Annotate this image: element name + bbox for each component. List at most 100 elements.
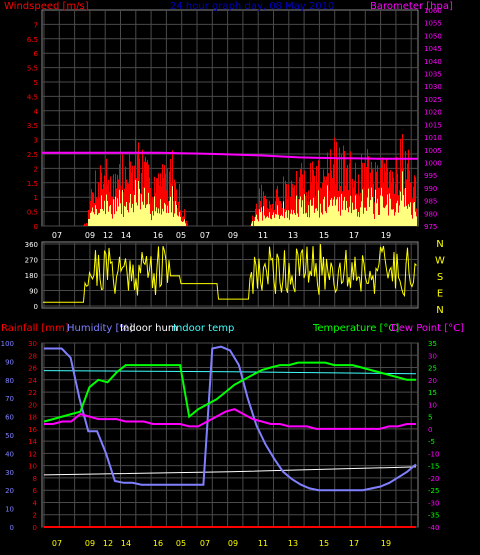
wind-axis-label: Windspeed [m/s] (4, 1, 89, 12)
compass-letter: S (437, 272, 443, 283)
wind-x-tick: 11 (258, 231, 268, 240)
barometer-y-tick: 1010 (424, 134, 442, 142)
humidity-y-tick: 10 (5, 506, 14, 514)
indoor-y-tick: 8 (33, 475, 37, 483)
temperature-y-tick: -10 (428, 450, 439, 458)
temperature-series (43, 361, 416, 423)
wind-y-tick: 4 (34, 108, 39, 116)
indoor-temp-series (43, 370, 417, 375)
barometer-line (42, 151, 418, 160)
barometer-y-tick: 985 (424, 198, 437, 206)
wind-x-tick: 12 (103, 231, 113, 240)
wind-x-tick: 07 (200, 231, 210, 240)
wind-y-tick: 2 (34, 165, 38, 173)
barometer-y-tick: 1045 (424, 45, 442, 53)
dew-point-series (44, 408, 416, 430)
temp-x-tick: 07 (200, 539, 210, 548)
wind-x-tick: 09 (228, 231, 238, 240)
direction-line (43, 244, 417, 303)
barometer-y-tick: 1025 (424, 96, 442, 104)
rainfall-label: Rainfall [mm] (1, 323, 69, 334)
indoor-y-tick: 24 (28, 377, 37, 385)
direction-y-ticks: 360 270 180 90 0 (25, 241, 38, 311)
chart-title: 24 hour graph day, 08 May 2010 (170, 1, 334, 12)
indoor-y-tick: 26 (28, 365, 37, 373)
humidity-y-tick: 20 (5, 487, 14, 495)
barometer-axis-label: Barometer [hpa] (370, 1, 453, 12)
indoor-y-tick: 2 (33, 512, 37, 520)
humidity-y-tick: 50 (5, 432, 14, 440)
temperature-y-tick: 15 (428, 389, 437, 397)
temperature-y-tick: 10 (428, 401, 437, 409)
temperature-y-tick: 30 (428, 352, 437, 360)
barometer-y-tick: 1035 (424, 71, 442, 79)
wind-panel: 76.565.554.543.532.521.510.50 1060105510… (4, 1, 453, 240)
indoor-y-tick: 4 (33, 499, 38, 507)
indoor-y-tick: 10 (28, 463, 37, 471)
wind-x-tick: 13 (288, 231, 298, 240)
temp-x-tick: 09 (85, 539, 95, 548)
indoor-y-tick: 6 (33, 487, 38, 495)
indoor-y-tick: 12 (28, 450, 37, 458)
barometer-y-ticks: 1060 1055 1050 1045 1040 1035 1030 1025 1020 1015… (424, 7, 442, 231)
wind-y-tick: 6 (34, 50, 39, 58)
temperature-y-tick: -25 (428, 487, 439, 495)
wind-y-tick: 1 (34, 194, 38, 202)
temperature-y-tick: 20 (428, 377, 437, 385)
barometer-y-tick: 995 (424, 172, 437, 180)
wind-y-tick: 3.5 (27, 122, 38, 130)
dew-point-label: Dew Point [°C] (391, 323, 464, 334)
wind-x-ticks: 07 09 12 14 16 05 07 09 11 13 15 17 19 (52, 231, 391, 240)
wind-y-tick: 5 (34, 79, 38, 87)
wind-x-tick: 07 (52, 231, 62, 240)
humidity-y-tick: 30 (5, 469, 14, 477)
barometer-y-tick: 1060 (424, 7, 442, 15)
direction-y-tick: 360 (25, 241, 38, 249)
humidity-y-tick: 0 (10, 524, 14, 532)
barometer-y-tick: 1000 (424, 159, 442, 167)
temp-x-tick: 16 (153, 539, 163, 548)
wind-x-tick: 17 (349, 231, 359, 240)
indoor-y-tick: 30 (28, 340, 37, 348)
barometer-y-tick: 1030 (424, 83, 442, 91)
compass-letter: E (437, 289, 443, 300)
temperature-y-tick: -15 (428, 463, 439, 471)
wind-y-tick: 3 (34, 137, 38, 145)
compass-letter: N (436, 239, 443, 250)
wind-x-tick: 16 (153, 231, 163, 240)
temp-x-tick: 13 (288, 539, 298, 548)
humidity-y-tick: 60 (5, 414, 14, 422)
temperature-y-tick: -40 (428, 524, 439, 532)
temp-x-tick: 15 (319, 539, 329, 548)
indoor-y-tick: 22 (28, 389, 37, 397)
wind-bars (83, 134, 417, 226)
temp-x-tick: 11 (258, 539, 268, 548)
temperature-y-tick: 5 (428, 414, 432, 422)
temperature-y-ticks: 35 30 25 20 15 10 5 0 -5 -10 -15 -20 -25 -30 -35 -40 (428, 340, 439, 532)
wind-y-tick: 0 (34, 223, 38, 231)
barometer-y-tick: 975 (424, 223, 437, 231)
wind-x-tick: 15 (319, 231, 329, 240)
indoor-hum-label: Indoor hum (120, 323, 178, 334)
temp-x-tick: 14 (121, 539, 131, 548)
temp-x-ticks: 07 09 12 14 16 05 07 09 11 13 15 17 19 (52, 539, 391, 548)
direction-y-tick: 180 (25, 272, 38, 280)
direction-y-tick: 0 (34, 303, 38, 311)
wind-x-tick: 14 (121, 231, 131, 240)
wind-y-tick: 6.5 (27, 36, 38, 44)
barometer-y-tick: 1050 (424, 32, 442, 40)
indoor-y-tick: 0 (33, 524, 37, 532)
barometer-y-tick: 1055 (424, 20, 442, 28)
wind-y-tick: 7 (34, 21, 38, 29)
barometer-series (42, 151, 418, 160)
wind-x-tick: 05 (176, 231, 186, 240)
wind-y-tick: 1.5 (27, 180, 38, 188)
wind-y-tick: 2.5 (27, 151, 38, 159)
wind-y-tick: 5.5 (27, 65, 38, 73)
barometer-y-tick: 1005 (424, 147, 442, 155)
wind-grid (42, 10, 418, 227)
temperature-label: Temperature [°C] (312, 323, 399, 334)
barometer-y-tick: 1015 (424, 121, 442, 129)
